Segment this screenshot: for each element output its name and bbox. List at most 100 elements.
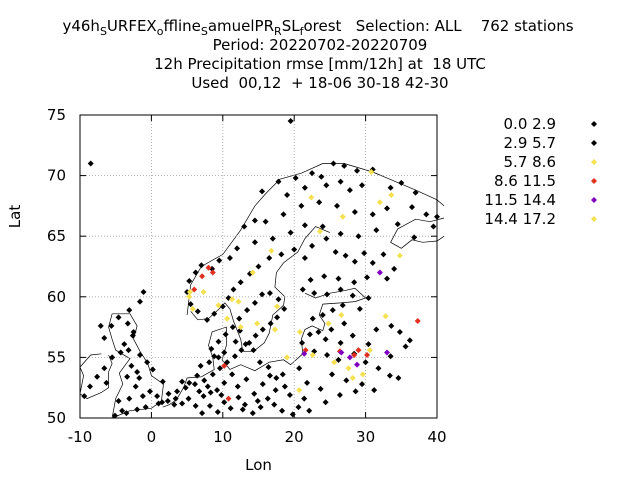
data-point (164, 398, 171, 405)
data-point (126, 307, 133, 314)
data-point (387, 353, 394, 360)
data-point (384, 275, 391, 282)
data-point (365, 341, 372, 348)
data-point (206, 359, 213, 366)
data-point (142, 404, 149, 411)
data-point (139, 393, 146, 400)
data-point (275, 296, 282, 303)
data-point (216, 257, 223, 264)
data-point (364, 274, 371, 281)
chart-title-line-4: Used 00,12 + 18-06 30-18 42-30 (191, 74, 449, 92)
chart-legend: 0.0 2.92.9 5.75.7 8.68.6 11.511.5 14.414… (484, 115, 597, 228)
data-point (342, 252, 349, 259)
data-point (119, 407, 126, 414)
data-point (231, 353, 238, 360)
legend-marker (591, 121, 597, 127)
x-axis-label: Lon (245, 456, 272, 474)
data-point (318, 173, 325, 180)
data-point (134, 368, 141, 375)
data-point (214, 387, 221, 394)
data-point (201, 377, 208, 384)
data-point (200, 288, 207, 295)
data-point (136, 298, 143, 305)
data-point (274, 303, 281, 310)
data-point (235, 298, 242, 305)
data-point (94, 373, 101, 380)
data-point (259, 381, 266, 388)
data-point (430, 223, 437, 230)
data-point (269, 235, 276, 242)
data-point (251, 390, 258, 397)
data-point (187, 301, 194, 308)
data-point (221, 399, 228, 406)
title-text: amuelPR (207, 17, 275, 35)
data-point (365, 295, 372, 302)
data-point (128, 362, 135, 369)
data-point (291, 246, 298, 253)
data-point (388, 322, 395, 329)
data-point (221, 379, 228, 386)
data-point (251, 217, 258, 224)
data-point (209, 269, 216, 276)
coastline-segment (162, 287, 367, 408)
data-point (216, 365, 223, 372)
data-point (266, 290, 273, 297)
data-point (316, 228, 323, 235)
chart-axis-ticks: -10 0 10 20 30 40 50 55 60 65 70 75 (47, 106, 447, 446)
data-point (280, 211, 287, 218)
data-point (319, 311, 326, 318)
data-point (249, 410, 256, 417)
data-point (229, 324, 236, 331)
plot-frame (79, 114, 438, 419)
legend-marker (591, 159, 597, 165)
data-point (351, 279, 358, 286)
data-point (324, 351, 331, 358)
data-point (354, 361, 361, 368)
data-point (359, 371, 366, 378)
data-point (329, 307, 336, 314)
title-text: ffline (163, 17, 201, 35)
title-text: SL (281, 17, 300, 35)
data-point (259, 326, 266, 333)
data-point (255, 263, 262, 270)
data-point (352, 388, 359, 395)
data-point (81, 393, 88, 400)
data-point (229, 296, 236, 303)
data-point (229, 371, 236, 378)
chart-title-line-3: 12h Precipitation rmse [mm/12h] at 18 UT… (154, 55, 486, 73)
data-point (306, 331, 313, 338)
data-point (266, 255, 273, 262)
data-point (391, 265, 398, 272)
data-point (230, 286, 237, 293)
data-point (159, 378, 166, 385)
data-point (301, 255, 308, 262)
data-point (204, 316, 211, 323)
data-point (194, 308, 201, 315)
data-point (192, 402, 199, 409)
data-point (259, 188, 266, 195)
data-point (198, 262, 205, 269)
data-point (251, 239, 258, 246)
data-point (275, 178, 282, 185)
data-point (296, 365, 303, 372)
data-point (115, 398, 122, 405)
title-text: URFEX (106, 17, 157, 35)
data-point (361, 250, 368, 257)
data-point (307, 276, 314, 283)
legend-marker (591, 197, 597, 203)
data-point (206, 402, 213, 409)
data-point (289, 411, 296, 418)
data-point (349, 375, 356, 382)
data-point (337, 230, 344, 237)
data-point (299, 286, 306, 293)
data-point (402, 343, 409, 350)
data-point (337, 286, 344, 293)
data-point (334, 202, 341, 209)
data-point (331, 359, 338, 366)
data-point (371, 387, 378, 394)
data-point (335, 275, 342, 282)
data-point (97, 322, 104, 329)
data-point (278, 251, 285, 258)
data-point (301, 184, 308, 191)
data-point (225, 395, 232, 402)
